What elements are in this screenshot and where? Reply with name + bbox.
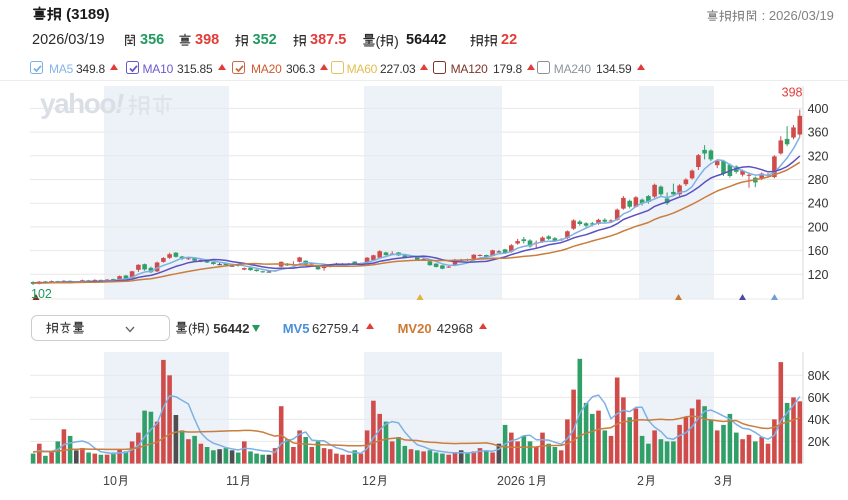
svg-text:360: 360 (808, 126, 829, 140)
svg-text:102: 102 (31, 287, 52, 301)
svg-text:60K: 60K (808, 391, 831, 405)
svg-text:398: 398 (782, 86, 803, 100)
svg-text:320: 320 (808, 149, 829, 163)
svg-text:40K: 40K (808, 413, 831, 427)
svg-text:120: 120 (808, 268, 829, 282)
svg-text:80K: 80K (808, 369, 831, 383)
svg-text:400: 400 (808, 102, 829, 116)
svg-text:160: 160 (808, 244, 829, 258)
svg-text:200: 200 (808, 220, 829, 234)
svg-text:280: 280 (808, 173, 829, 187)
svg-text:20K: 20K (808, 435, 831, 449)
svg-text:240: 240 (808, 197, 829, 211)
